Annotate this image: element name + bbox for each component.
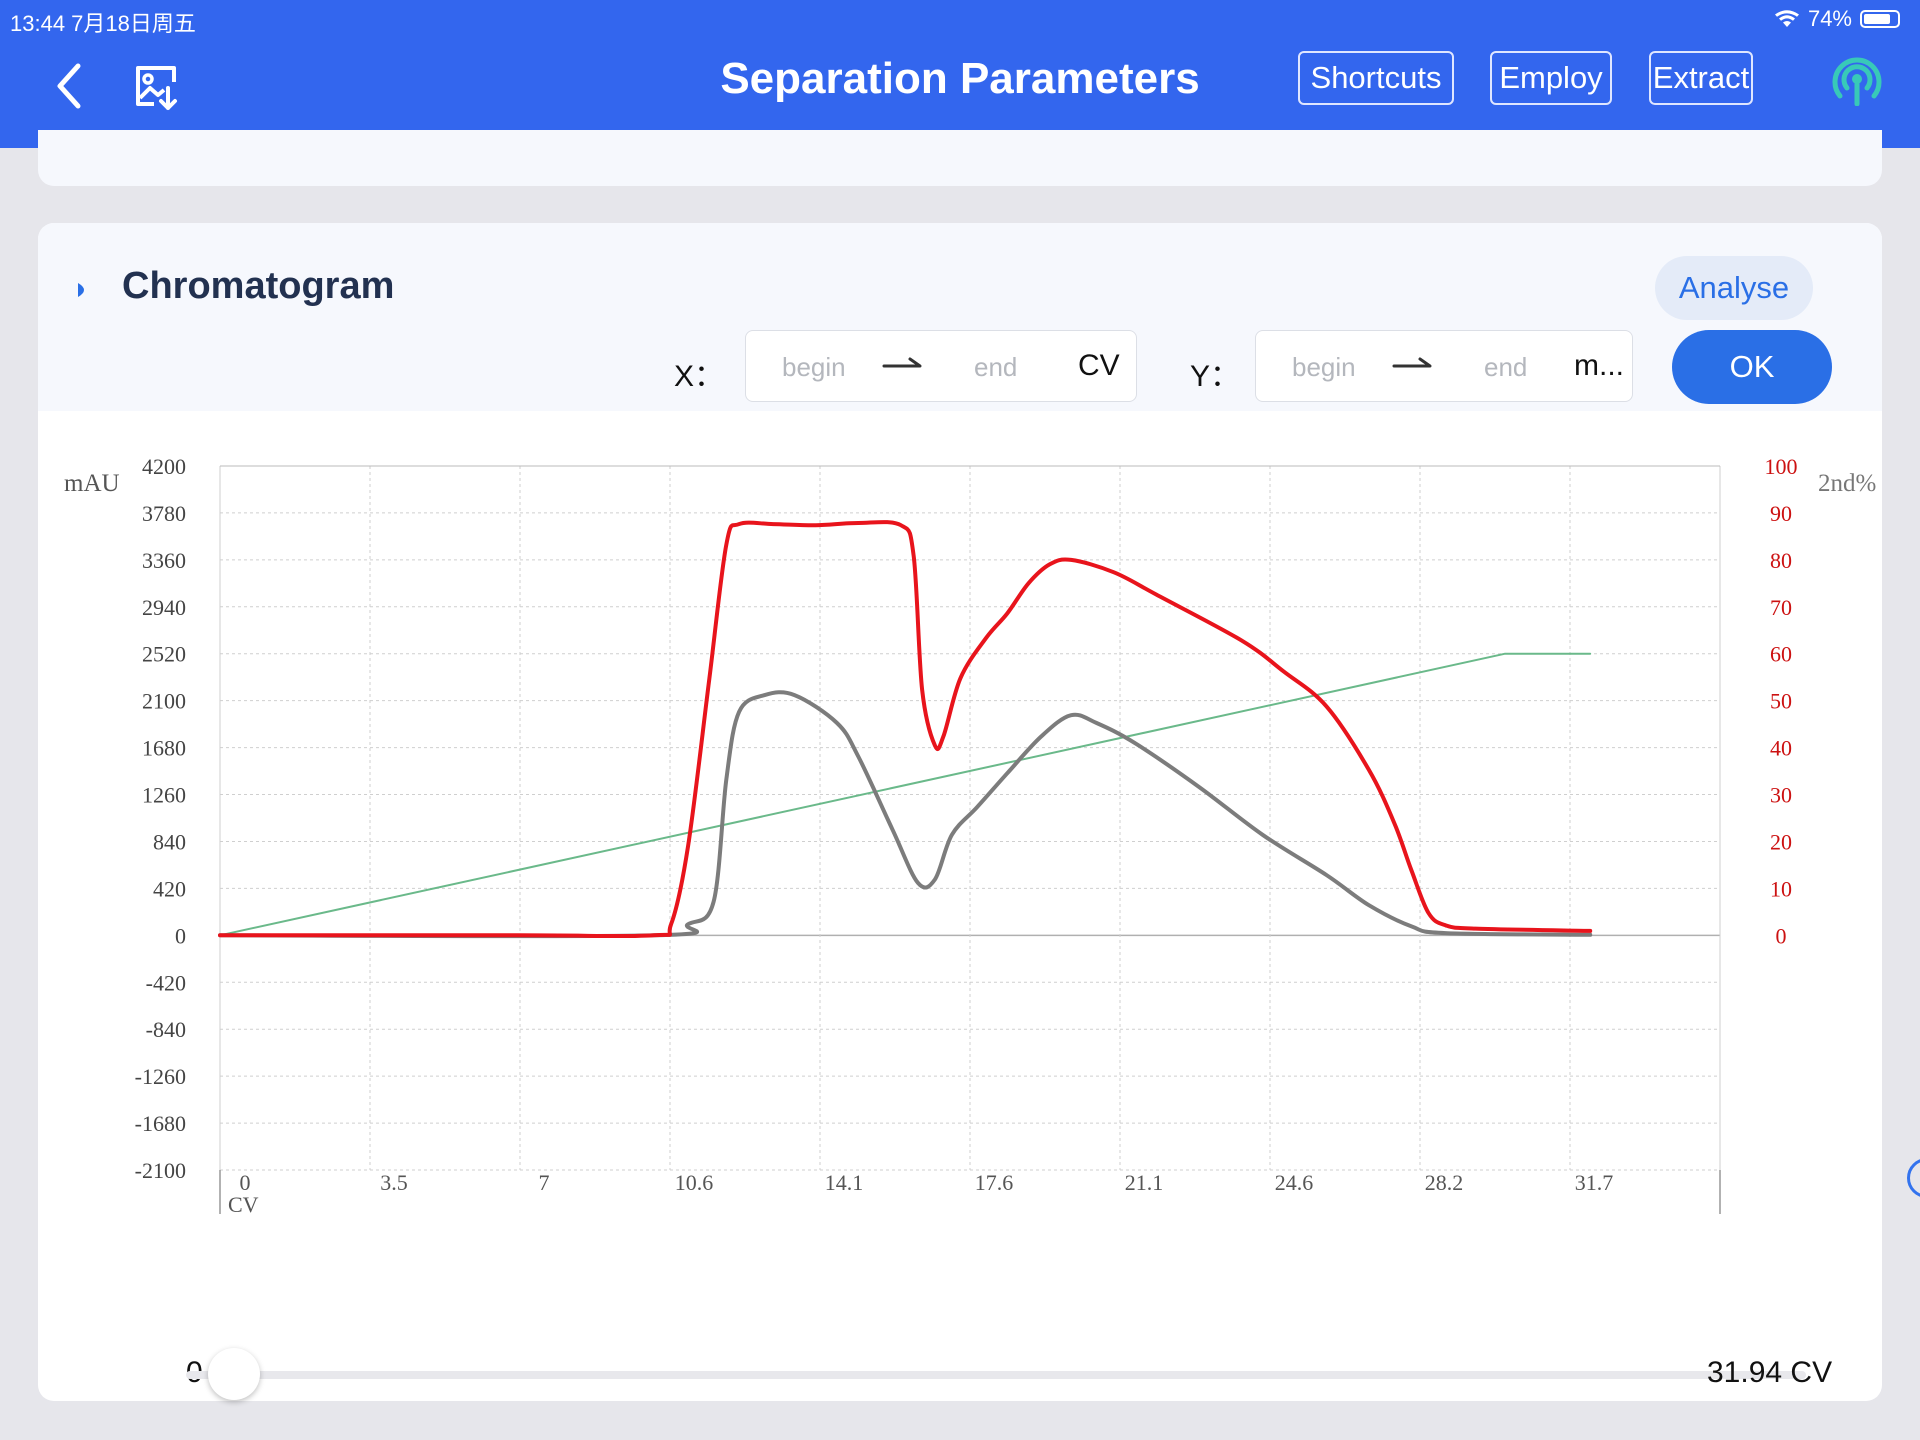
x-tick-label: 0 (240, 1170, 251, 1195)
x-tick-label: 21.1 (1125, 1170, 1164, 1195)
range-slider-thumb[interactable] (208, 1348, 260, 1400)
y-begin-input[interactable] (1290, 347, 1384, 387)
section-title: Chromatogram (122, 265, 395, 307)
chromatogram-toolbar: Chromatogram Analyse X： CV Y： m... OK (38, 223, 1882, 411)
y-left-tick-label: 2520 (142, 642, 186, 667)
range-arrow-icon (882, 357, 922, 368)
y-left-axis-title: mAU (64, 470, 120, 497)
y-left-tick-label: 2940 (142, 595, 186, 620)
battery-percent: 74% (1807, 6, 1852, 31)
section-bullet-icon (78, 283, 84, 297)
range-slider-track[interactable] (186, 1371, 1806, 1379)
y-left-tick-label: -1260 (135, 1064, 186, 1089)
employ-button[interactable]: Employ (1490, 51, 1612, 105)
x-tick-label: 3.5 (380, 1170, 408, 1195)
y-right-tick-label: 70 (1770, 595, 1792, 620)
x-tick-label: 14.1 (825, 1170, 864, 1195)
status-time: 13:44 7月18日周五 (10, 11, 196, 36)
y-right-tick-label: 20 (1770, 829, 1792, 854)
y-end-input[interactable] (1482, 347, 1576, 387)
y-right-axis-title: 2nd% (1818, 470, 1876, 497)
ok-button[interactable]: OK (1672, 330, 1832, 404)
y-left-tick-label: -420 (146, 970, 186, 995)
y-range-field: m... (1255, 330, 1633, 402)
y-left-tick-label: -2100 (135, 1158, 186, 1183)
y-left-tick-label: 3780 (142, 501, 186, 526)
previous-card-bottom (38, 130, 1882, 186)
extract-button[interactable]: Extract (1649, 51, 1753, 105)
back-arrow-icon[interactable] (48, 58, 92, 114)
y-right-tick-label: 30 (1770, 783, 1792, 808)
x-axis-unit: CV (228, 1192, 259, 1217)
y-left-tick-label: 0 (175, 923, 186, 948)
x-end-input[interactable] (972, 347, 1066, 387)
y-left-tick-label: 3360 (142, 548, 186, 573)
signal-broadcast-icon[interactable] (1832, 56, 1882, 106)
x-range-label: X： (674, 360, 725, 393)
x-tick-label: 10.6 (675, 1170, 714, 1195)
battery-icon (1860, 10, 1900, 28)
y-left-tick-label: -840 (146, 1017, 186, 1042)
y-right-tick-label: 80 (1770, 548, 1792, 573)
uv-series-line (218, 520, 1593, 939)
y-right-tick-label: 0 (1776, 923, 1787, 948)
y-unit-label: m... (1574, 349, 1624, 382)
status-indicators: 74% (1774, 6, 1900, 32)
range-arrow-icon (1392, 357, 1432, 368)
analyse-button[interactable]: Analyse (1655, 256, 1813, 320)
y-left-tick-label: -1680 (135, 1111, 186, 1136)
gradient-series-line (219, 652, 1592, 937)
y-right-tick-label: 40 (1770, 736, 1792, 761)
y-left-tick-label: 420 (153, 876, 186, 901)
y-right-tick-label: 100 (1765, 454, 1798, 479)
x-tick-label: 17.6 (975, 1170, 1014, 1195)
x-tick-label: 7 (539, 1170, 550, 1195)
y-right-tick-label: 60 (1770, 642, 1792, 667)
x-tick-label: 28.2 (1425, 1170, 1464, 1195)
y-left-tick-label: 4200 (142, 454, 186, 479)
shortcuts-button[interactable]: Shortcuts (1298, 51, 1454, 105)
chromatogram-card: Chromatogram Analyse X： CV Y： m... OK (38, 223, 1882, 1401)
y-left-tick-label: 840 (153, 829, 186, 854)
x-range-field: CV (745, 330, 1137, 402)
y-left-tick-label: 1680 (142, 736, 186, 761)
x-unit-label: CV (1078, 349, 1120, 382)
x-begin-input[interactable] (780, 347, 874, 387)
wifi-icon (1774, 10, 1799, 27)
x-tick-label: 24.6 (1275, 1170, 1314, 1195)
image-download-icon[interactable] (132, 62, 182, 112)
y-right-tick-label: 90 (1770, 501, 1792, 526)
y-left-tick-label: 2100 (142, 689, 186, 714)
y-right-tick-label: 10 (1770, 876, 1792, 901)
y-right-tick-label: 50 (1770, 689, 1792, 714)
range-slider-max-label: 31.94 CV (1707, 1356, 1833, 1389)
secondary-series-line (218, 690, 1593, 939)
y-left-tick-label: 1260 (142, 783, 186, 808)
y-range-label: Y： (1190, 360, 1241, 393)
x-tick-label: 31.7 (1575, 1170, 1614, 1195)
